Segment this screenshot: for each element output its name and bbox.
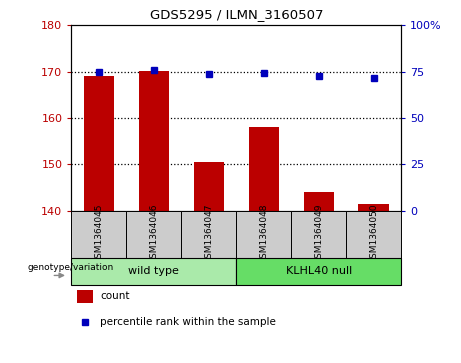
Bar	[236, 211, 291, 258]
Text: GSM1364048: GSM1364048	[259, 204, 268, 264]
Bar	[236, 258, 401, 285]
Text: GSM1364047: GSM1364047	[204, 204, 213, 264]
Text: GSM1364046: GSM1364046	[149, 204, 159, 264]
Bar	[359, 204, 389, 211]
Bar	[291, 211, 346, 258]
Bar	[84, 76, 114, 211]
Bar	[303, 192, 334, 211]
Bar	[71, 258, 236, 285]
Text: count: count	[100, 291, 130, 301]
Bar	[181, 211, 236, 258]
Text: genotype/variation: genotype/variation	[27, 263, 113, 272]
Bar	[346, 211, 401, 258]
Text: KLHL40 null: KLHL40 null	[285, 266, 352, 276]
Title: GDS5295 / ILMN_3160507: GDS5295 / ILMN_3160507	[149, 8, 323, 21]
Bar	[126, 211, 181, 258]
Bar	[248, 127, 279, 211]
Bar	[71, 211, 126, 258]
Text: wild type: wild type	[129, 266, 179, 276]
Bar	[139, 71, 169, 211]
Bar	[77, 290, 93, 303]
Bar	[194, 162, 224, 211]
Text: percentile rank within the sample: percentile rank within the sample	[100, 317, 276, 327]
Text: GSM1364050: GSM1364050	[369, 204, 378, 265]
Text: GSM1364045: GSM1364045	[95, 204, 103, 264]
Text: GSM1364049: GSM1364049	[314, 204, 323, 264]
